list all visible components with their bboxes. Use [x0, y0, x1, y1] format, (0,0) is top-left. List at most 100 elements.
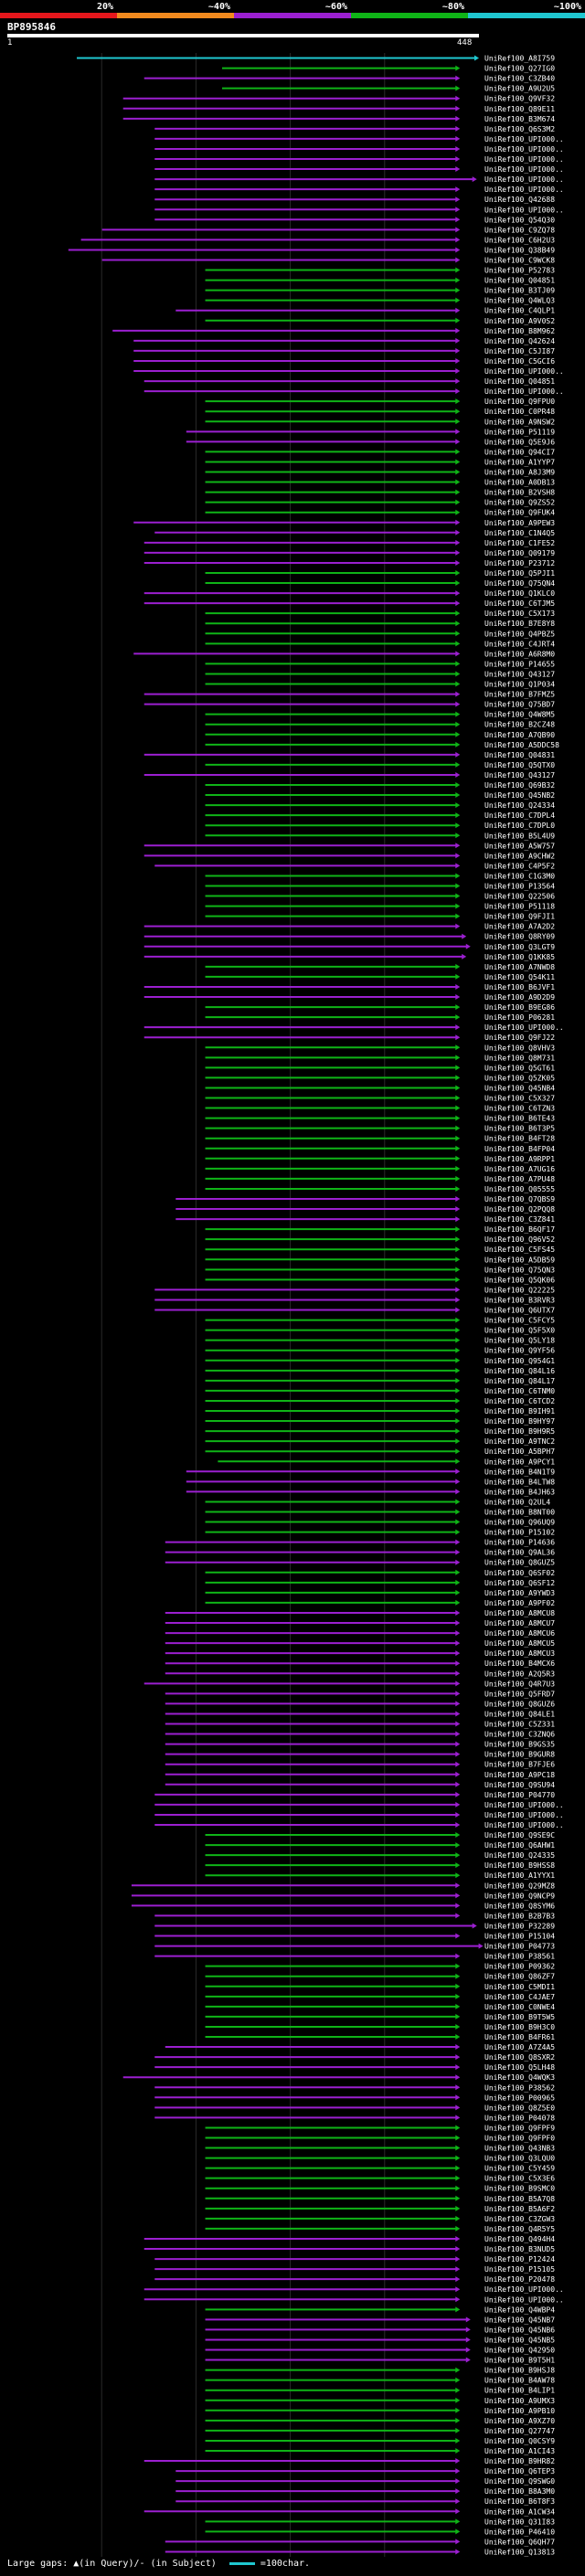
hit-label: UniRef100_P15105	[484, 2265, 555, 2274]
legend-segment	[0, 13, 117, 18]
hit-arrow	[455, 1347, 461, 1353]
hit-label: UniRef100_C5JI87	[484, 347, 555, 355]
hit-label: UniRef100_Q27747	[484, 2427, 555, 2435]
hit-label: UniRef100_Q84LE1	[484, 1710, 555, 1718]
hit-label: UniRef100_B4LTW8	[484, 1478, 555, 1486]
hit-label: UniRef100_A5DB59	[484, 1256, 555, 1264]
hit-label: UniRef100_C7DPL0	[484, 822, 555, 830]
hit-arrow	[455, 1862, 461, 1869]
hit-label: UniRef100_Q5E9J6	[484, 438, 555, 446]
hit-arrow	[455, 2074, 461, 2081]
hit-label: UniRef100_B9T5W5	[484, 2013, 555, 2021]
hit-arrow	[455, 1408, 461, 1415]
hit-arrow	[455, 903, 461, 909]
hit-arrow	[455, 1630, 461, 1637]
hit-arrow	[472, 1923, 477, 1929]
hit-label: UniRef100_A9CHW2	[484, 852, 555, 860]
hit-arrow	[455, 2549, 461, 2555]
hit-label: UniRef100_Q6S3M2	[484, 125, 555, 133]
hit-label: UniRef100_Q5ZK05	[484, 1074, 555, 1082]
hit-arrow	[455, 337, 461, 344]
hit-arrow	[455, 1065, 461, 1071]
hit-arrow	[455, 2488, 461, 2495]
hit-arrow	[455, 115, 461, 122]
hit-label: UniRef100_Q9FPF0	[484, 2134, 555, 2142]
hit-arrow	[455, 2427, 461, 2433]
hit-label: UniRef100_A7Z4A5	[484, 2043, 555, 2051]
hit-arrow	[455, 802, 461, 809]
hit-arrow	[455, 1701, 461, 1707]
hit-label: UniRef100_A8I759	[484, 55, 555, 63]
hit-arrow	[455, 95, 461, 101]
hit-arrow	[455, 1913, 461, 1919]
hit-arrow	[455, 2155, 461, 2161]
hit-arrow	[455, 1650, 461, 1657]
hit-arrow	[455, 2054, 461, 2061]
hit-label: UniRef100_A7UG16	[484, 1165, 555, 1173]
hit-label: UniRef100_UPI000..	[484, 1023, 564, 1032]
hit-arrow	[455, 994, 461, 1001]
hit-arrow	[455, 529, 461, 535]
hit-label: UniRef100_B8M962	[484, 327, 555, 335]
hit-label: UniRef100_P15102	[484, 1529, 555, 1537]
hit-arrow	[455, 761, 461, 768]
hit-arrow	[455, 347, 461, 354]
hit-arrow	[455, 1549, 461, 1555]
hit-label: UniRef100_Q9ZS52	[484, 499, 555, 507]
identity-legend-bar: 20% ~40% ~60% ~80% ~100%	[0, 0, 585, 20]
hit-label: UniRef100_A9PCY1	[484, 1458, 555, 1466]
hit-arrow	[455, 1993, 461, 1999]
hit-arrow	[455, 631, 461, 637]
hit-label: UniRef100_Q45NB2	[484, 791, 555, 800]
hit-arrow	[455, 651, 461, 657]
hit-label: UniRef100_A1CI43	[484, 2447, 555, 2455]
hit-arrow	[465, 943, 471, 949]
hit-arrow	[455, 1721, 461, 1727]
hit-label: UniRef100_B3TJ09	[484, 287, 555, 295]
hit-arrow	[455, 1337, 461, 1343]
hit-arrow	[455, 1195, 461, 1202]
hit-label: UniRef100_B9SMC0	[484, 2185, 555, 2193]
hit-label: UniRef100_Q24335	[484, 1851, 555, 1860]
hit-arrow	[455, 1983, 461, 1989]
hit-label: UniRef100_B5A7Q8	[484, 2195, 555, 2203]
hit-arrow	[478, 1943, 484, 1949]
hit-arrow	[455, 973, 461, 980]
hit-label: UniRef100_A8MCU5	[484, 1639, 555, 1648]
hit-label: UniRef100_P04773	[484, 1943, 555, 1951]
hit-label: UniRef100_B9T5H1	[484, 2357, 555, 2365]
hit-label: UniRef100_Q27IG0	[484, 65, 555, 73]
hit-label: UniRef100_UPI000..	[484, 175, 564, 184]
hit-label: UniRef100_Q6QH77	[484, 2538, 555, 2546]
hit-label: UniRef100_Q89E11	[484, 105, 555, 113]
hit-arrow	[455, 2518, 461, 2525]
legend-label: ~80%	[442, 2, 464, 12]
hit-arrow	[455, 357, 461, 364]
hit-arrow	[455, 2125, 461, 2131]
hit-label: UniRef100_B9HY97	[484, 1417, 555, 1426]
hit-label: UniRef100_Q38B49	[484, 246, 555, 254]
hit-label: UniRef100_B3RVR3	[484, 1296, 555, 1304]
hit-arrow	[455, 267, 461, 273]
hit-arrow	[455, 429, 461, 435]
hit-arrow	[455, 1509, 461, 1515]
hit-arrow	[455, 620, 461, 627]
hit-arrow	[455, 1963, 461, 1969]
hit-label: UniRef100_Q09179	[484, 549, 555, 557]
hit-label: UniRef100_C0NWE4	[484, 2003, 555, 2011]
legend-segment	[234, 13, 351, 18]
hit-label: UniRef100_Q9NCP9	[484, 1892, 555, 1900]
hit-arrow	[455, 1175, 461, 1182]
legend-label: ~100%	[554, 2, 581, 12]
hit-label: UniRef100_C5Y459	[484, 2165, 555, 2173]
hit-label: UniRef100_B9HR82	[484, 2457, 555, 2465]
hit-arrow	[455, 1842, 461, 1849]
hit-label: UniRef100_C9WCK8	[484, 256, 555, 264]
hit-arrow	[455, 1044, 461, 1051]
hit-label: UniRef100_B4MCX6	[484, 1659, 555, 1668]
hit-label: UniRef100_Q954G1	[484, 1357, 555, 1365]
hit-label: UniRef100_P52783	[484, 267, 555, 275]
hit-arrow	[455, 1670, 461, 1677]
hit-arrow	[455, 1791, 461, 1797]
hit-label: UniRef100_P38561	[484, 1953, 555, 1961]
